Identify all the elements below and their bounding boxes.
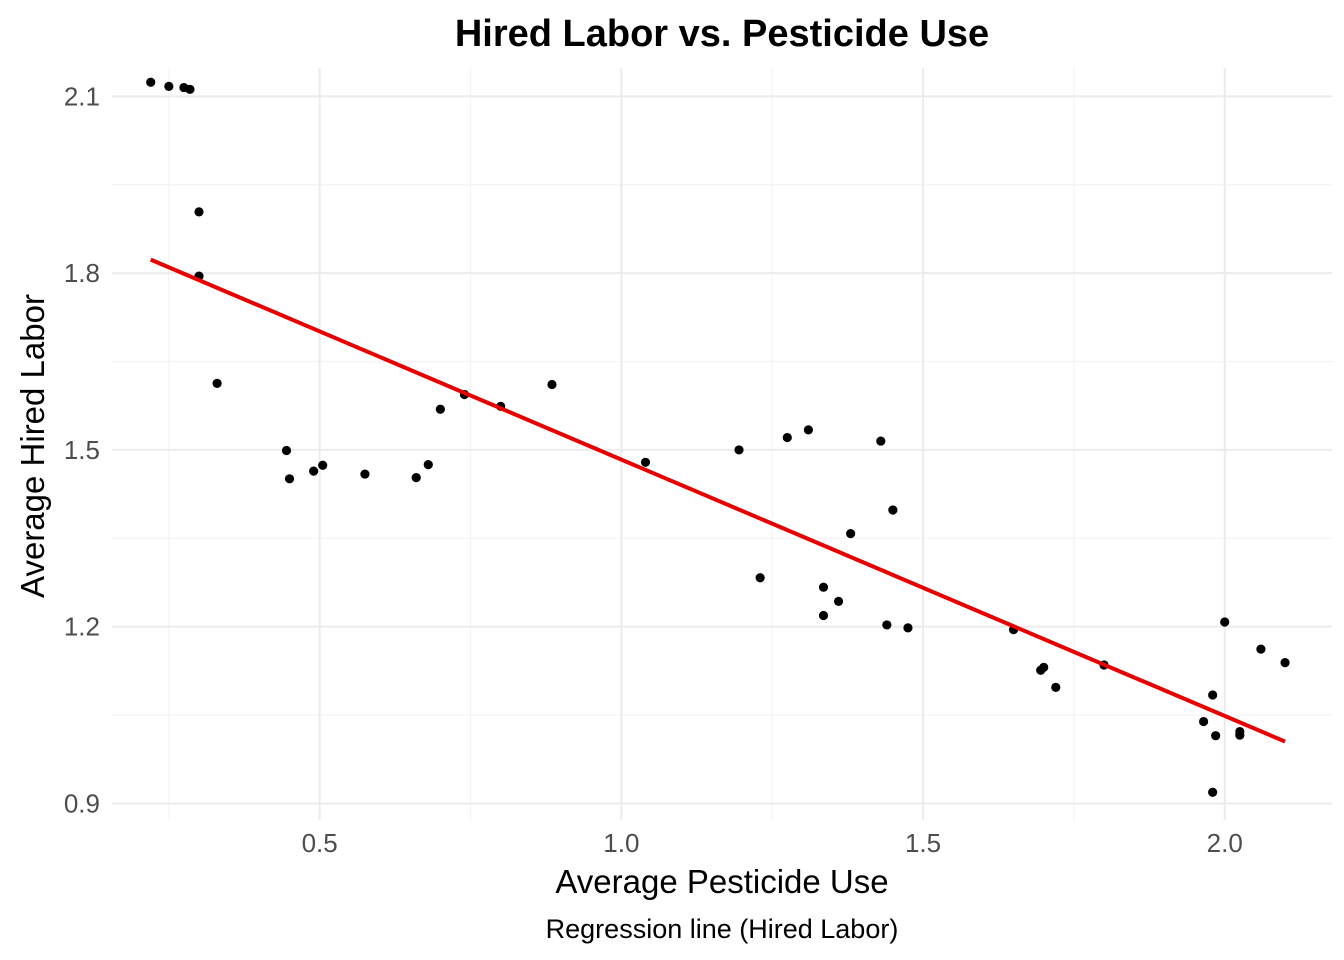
data-point <box>547 379 557 390</box>
data-point <box>411 473 421 483</box>
scatter-points <box>146 77 1290 797</box>
data-point <box>833 596 844 606</box>
data-point <box>318 460 328 470</box>
x-tick-label: 1.5 <box>905 828 941 858</box>
regression-line-layer <box>149 257 1286 744</box>
x-tick-label: 1.0 <box>603 828 639 858</box>
data-point <box>1199 716 1209 727</box>
y-tick-labels: 0.9 1.2 1.5 1.8 2.1 <box>64 81 100 818</box>
y-tick-label: 1.2 <box>64 612 100 642</box>
data-point <box>903 623 913 633</box>
y-tick-label: 0.9 <box>64 788 100 818</box>
x-tick-label: 2.0 <box>1207 828 1243 858</box>
data-point <box>782 432 792 443</box>
data-point <box>1256 644 1266 654</box>
x-tick-label: 0.5 <box>302 828 338 858</box>
data-point <box>194 207 204 217</box>
x-axis-title: Average Pesticide Use <box>555 863 888 900</box>
data-point <box>423 460 433 470</box>
grid <box>112 68 1332 820</box>
data-point <box>1039 662 1049 672</box>
data-point <box>284 474 295 484</box>
data-point <box>1220 617 1230 627</box>
data-point <box>164 81 174 91</box>
data-point <box>185 84 195 94</box>
chart-title: Hired Labor vs. Pesticide Use <box>455 13 989 55</box>
data-point <box>882 620 892 630</box>
data-point <box>1280 658 1290 668</box>
data-point <box>212 378 222 388</box>
data-point <box>818 582 829 592</box>
data-point <box>1208 787 1218 797</box>
data-point <box>1208 690 1218 700</box>
data-point <box>734 445 744 455</box>
data-point <box>888 505 898 515</box>
data-point <box>309 466 319 476</box>
data-point <box>1211 731 1221 741</box>
data-point <box>360 469 370 479</box>
data-point <box>1051 682 1061 692</box>
regression-line <box>149 257 1286 744</box>
y-axis-title: Average Hired Labor <box>14 294 51 598</box>
data-point <box>281 445 292 456</box>
data-point <box>640 457 651 467</box>
data-point <box>803 425 814 435</box>
chart-caption: Regression line (Hired Labor) <box>546 914 899 944</box>
y-tick-label: 1.8 <box>64 258 100 288</box>
y-tick-label: 2.1 <box>64 81 100 111</box>
data-point <box>818 610 829 621</box>
y-tick-label: 1.5 <box>64 435 100 465</box>
data-point <box>846 528 856 539</box>
data-point <box>755 573 765 583</box>
data-point <box>1235 730 1245 740</box>
data-point <box>876 436 886 446</box>
data-point <box>435 404 445 414</box>
data-point <box>146 77 156 87</box>
x-tick-labels: 0.5 1.0 1.5 2.0 <box>302 828 1243 858</box>
